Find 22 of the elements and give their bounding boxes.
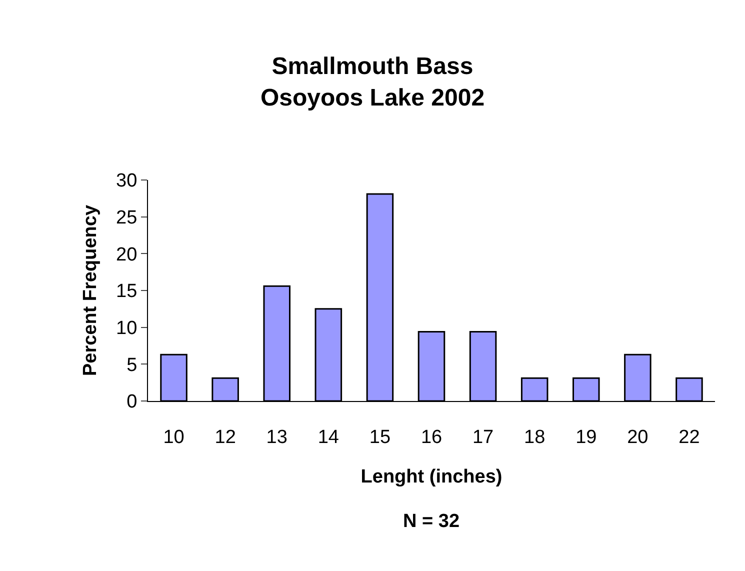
y-tick-label: 15 [116,281,138,302]
x-tick-label: 13 [266,426,288,448]
x-tick-label: 20 [627,426,648,448]
x-tick-label: 19 [576,426,597,448]
chart-title: Smallmouth Bass Osoyoos Lake 2002 [260,53,485,112]
y-tick-label: 10 [116,318,138,339]
y-tick-label: 0 [126,392,138,413]
x-tick-label: 12 [214,426,236,448]
x-tick-label: 22 [678,426,700,448]
text: N = 32 [403,511,460,532]
y-tick-label: 30 [116,170,138,192]
x-tick-label: 14 [318,426,340,448]
x-tick-label: 18 [524,426,546,448]
x-tick-label: 16 [420,426,442,448]
y-axis-title: Percent Frequency [80,204,101,376]
x-tick-label: 15 [369,426,391,448]
x-axis-title: Lenght (inches) [360,466,502,488]
y-tick-label: 20 [116,244,138,266]
x-tick-label: 10 [163,426,184,448]
x-tick-label: 17 [472,426,494,448]
y-tick-label: 25 [116,207,138,228]
y-tick-label: 5 [126,354,138,376]
